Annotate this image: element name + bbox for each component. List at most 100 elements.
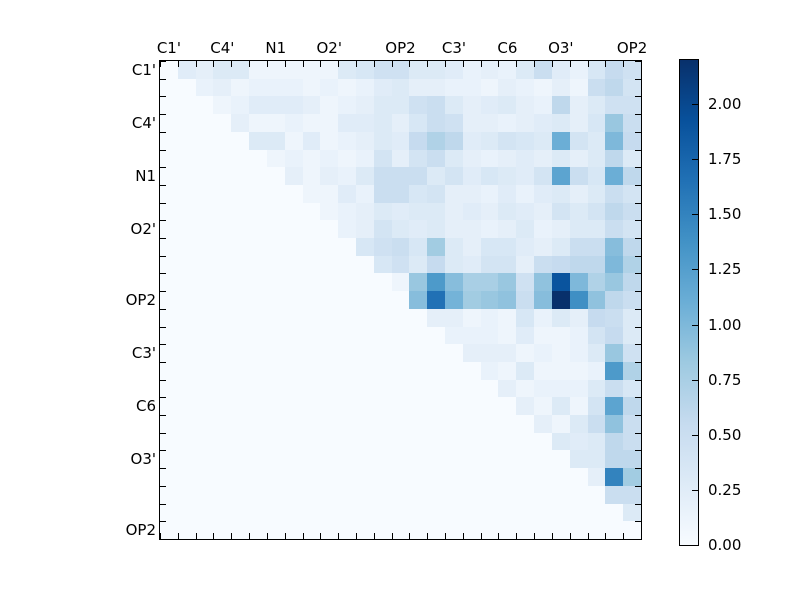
heatmap-cell	[302, 184, 321, 203]
heatmap-cell	[338, 308, 356, 327]
heatmap-cell	[551, 432, 570, 451]
heatmap-cell	[569, 238, 588, 256]
heatmap-cell	[587, 202, 606, 221]
heatmap-cell	[480, 184, 499, 203]
heatmap-grid	[160, 61, 641, 539]
axis-tick	[635, 132, 641, 133]
heatmap-cell	[623, 397, 641, 416]
heatmap-cell	[231, 485, 250, 504]
heatmap-cell	[587, 485, 606, 504]
heatmap-cell	[320, 326, 339, 345]
axis-tick	[481, 61, 482, 67]
heatmap-cell	[480, 255, 499, 274]
colorbar-tick	[692, 325, 698, 326]
heatmap-cell	[249, 61, 267, 79]
axis-tick	[635, 450, 641, 451]
heatmap-cell	[427, 468, 446, 486]
heatmap-cell	[569, 503, 588, 522]
heatmap-cell	[355, 255, 374, 274]
heatmap-cell	[338, 379, 356, 398]
heatmap-cell	[391, 167, 410, 185]
heatmap-cell	[302, 61, 321, 79]
axis-tick	[160, 96, 166, 97]
heatmap-cell	[391, 220, 410, 239]
heatmap-cell	[587, 291, 606, 309]
heatmap-cell	[587, 468, 606, 486]
heatmap-cell	[551, 415, 570, 433]
heatmap-cell	[284, 78, 303, 97]
axis-tick	[635, 309, 641, 310]
heatmap-cell	[373, 397, 392, 416]
heatmap-cell	[338, 432, 356, 451]
heatmap-cell	[177, 202, 196, 221]
heatmap-cell	[534, 131, 552, 150]
heatmap-cell	[569, 468, 588, 486]
axis-tick	[160, 539, 166, 540]
heatmap-cell	[391, 415, 410, 433]
heatmap-cell	[569, 149, 588, 168]
heatmap-cell	[534, 61, 552, 79]
heatmap-cell	[391, 503, 410, 522]
heatmap-cell	[516, 432, 535, 451]
heatmap-cell	[195, 114, 214, 132]
heatmap-cell	[160, 503, 178, 522]
heatmap-cell	[569, 432, 588, 451]
colorbar-tick-label: 1.00	[708, 316, 742, 334]
axis-tick	[635, 114, 641, 115]
heatmap-cell	[266, 344, 285, 362]
heatmap-cell	[587, 326, 606, 345]
heatmap-cell	[409, 361, 428, 380]
heatmap-cell	[355, 485, 374, 504]
axis-tick	[552, 61, 553, 67]
heatmap-cell	[623, 184, 641, 203]
y-tick-label: C1'	[131, 60, 156, 79]
heatmap-cell	[587, 167, 606, 185]
heatmap-cell	[409, 78, 428, 97]
heatmap-cell	[605, 78, 624, 97]
heatmap-cell	[338, 521, 356, 539]
heatmap-cell	[160, 114, 178, 132]
y-tick-label: C4'	[131, 113, 156, 132]
heatmap-cell	[373, 361, 392, 380]
heatmap-cell	[516, 238, 535, 256]
axis-tick	[588, 533, 589, 539]
heatmap-cell	[373, 468, 392, 486]
heatmap-cell	[302, 415, 321, 433]
heatmap-cell	[534, 344, 552, 362]
heatmap-cell	[320, 415, 339, 433]
heatmap-cell	[302, 326, 321, 345]
heatmap-cell	[569, 308, 588, 327]
heatmap-cell	[445, 167, 463, 185]
heatmap-cell	[462, 326, 481, 345]
heatmap-cell	[320, 184, 339, 203]
heatmap-cell	[605, 308, 624, 327]
heatmap-cell	[409, 521, 428, 539]
axis-tick	[534, 533, 535, 539]
heatmap-cell	[284, 167, 303, 185]
heatmap-cell	[427, 238, 446, 256]
heatmap-cell	[302, 149, 321, 168]
heatmap-cell	[266, 131, 285, 150]
heatmap-cell	[516, 503, 535, 522]
heatmap-cell	[213, 450, 232, 469]
heatmap-cell	[284, 273, 303, 292]
axis-tick	[635, 291, 641, 292]
axis-tick	[160, 150, 166, 151]
axis-tick	[635, 185, 641, 186]
x-tick-label: C6	[497, 39, 518, 57]
heatmap-cell	[302, 114, 321, 132]
axis-tick	[588, 61, 589, 67]
heatmap-cell	[249, 131, 267, 150]
heatmap-cell	[177, 149, 196, 168]
heatmap-cell	[249, 96, 267, 115]
axis-tick	[338, 61, 339, 67]
heatmap-cell	[480, 149, 499, 168]
axis-tick	[160, 203, 166, 204]
heatmap-cell	[266, 220, 285, 239]
heatmap-cell	[355, 238, 374, 256]
heatmap-cell	[302, 361, 321, 380]
heatmap-cell	[355, 167, 374, 185]
y-tick-label: O3'	[130, 450, 156, 469]
heatmap-cell	[195, 61, 214, 79]
heatmap-cell	[391, 326, 410, 345]
